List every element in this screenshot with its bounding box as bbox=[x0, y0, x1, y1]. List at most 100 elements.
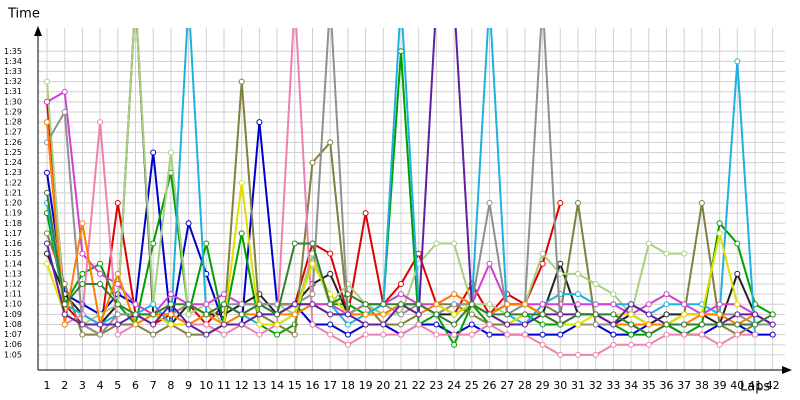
point bbox=[557, 200, 564, 207]
y-tick-label: 1:28 bbox=[4, 118, 22, 127]
point bbox=[97, 280, 104, 287]
point bbox=[734, 321, 741, 328]
point bbox=[716, 301, 723, 308]
point bbox=[133, 0, 138, 3]
point bbox=[327, 250, 334, 257]
point bbox=[575, 311, 581, 318]
point bbox=[362, 311, 369, 318]
point bbox=[132, 311, 139, 318]
point bbox=[380, 331, 387, 338]
point bbox=[698, 200, 705, 207]
point bbox=[327, 331, 334, 338]
x-tick-label: 25 bbox=[465, 379, 479, 392]
point bbox=[61, 321, 68, 328]
point bbox=[238, 179, 245, 186]
point bbox=[575, 291, 581, 298]
x-tick-label: 33 bbox=[606, 379, 620, 392]
point bbox=[256, 321, 263, 328]
point bbox=[185, 321, 192, 328]
point bbox=[557, 321, 564, 328]
point bbox=[203, 311, 210, 318]
point bbox=[734, 270, 741, 277]
y-arrow bbox=[34, 26, 42, 36]
point bbox=[681, 311, 688, 318]
point bbox=[451, 341, 458, 348]
point bbox=[380, 311, 387, 318]
x-tick-label: 16 bbox=[306, 379, 320, 392]
x-tick-label: 20 bbox=[376, 379, 390, 392]
y-tick-label: 1:23 bbox=[4, 168, 22, 177]
point bbox=[79, 321, 86, 328]
x-tick-label: 39 bbox=[713, 379, 727, 392]
point bbox=[185, 220, 192, 227]
point bbox=[291, 240, 298, 247]
point bbox=[79, 280, 86, 287]
y-tick-label: 1:17 bbox=[4, 229, 22, 238]
x-tick-label: 23 bbox=[429, 379, 443, 392]
point bbox=[752, 311, 758, 318]
x-tick-label: 6 bbox=[132, 379, 139, 392]
y-tick-label: 1:22 bbox=[4, 178, 22, 187]
point bbox=[291, 331, 298, 338]
x-tick-label: 3 bbox=[79, 379, 86, 392]
point bbox=[44, 189, 50, 196]
x-tick-label: 36 bbox=[660, 379, 674, 392]
point bbox=[539, 341, 546, 348]
x-tick-label: 24 bbox=[447, 379, 461, 392]
x-tick-label: 22 bbox=[412, 379, 426, 392]
point bbox=[433, 321, 440, 328]
point bbox=[539, 260, 546, 267]
point bbox=[716, 220, 723, 227]
point bbox=[238, 78, 245, 85]
point bbox=[592, 321, 599, 328]
point bbox=[486, 301, 493, 308]
point bbox=[486, 311, 493, 318]
y-tick-label: 1:35 bbox=[4, 47, 22, 56]
point bbox=[575, 321, 581, 328]
x-tick-label: 19 bbox=[359, 379, 373, 392]
point bbox=[185, 301, 192, 308]
point bbox=[734, 58, 741, 65]
point bbox=[592, 351, 599, 358]
point bbox=[487, 0, 492, 3]
point bbox=[97, 119, 104, 126]
point bbox=[344, 311, 351, 318]
x-tick-label: 17 bbox=[323, 379, 337, 392]
point bbox=[362, 331, 369, 338]
point bbox=[504, 301, 511, 308]
x-tick-label: 13 bbox=[252, 379, 266, 392]
point bbox=[328, 0, 333, 3]
point bbox=[610, 341, 617, 348]
point bbox=[504, 321, 511, 328]
point bbox=[238, 301, 245, 308]
point bbox=[114, 270, 121, 277]
point bbox=[327, 311, 334, 318]
point bbox=[150, 311, 157, 318]
point bbox=[150, 321, 157, 328]
point bbox=[186, 0, 191, 3]
point bbox=[539, 331, 546, 338]
point bbox=[734, 240, 741, 247]
point bbox=[344, 341, 351, 348]
point bbox=[79, 250, 86, 257]
point bbox=[256, 119, 263, 126]
x-axis-label: Laps bbox=[740, 380, 770, 395]
x-tick-label: 30 bbox=[553, 379, 567, 392]
point bbox=[44, 119, 50, 126]
point bbox=[486, 260, 493, 267]
x-tick-label: 7 bbox=[150, 379, 157, 392]
point bbox=[292, 0, 297, 3]
point bbox=[663, 331, 670, 338]
x-tick-label: 38 bbox=[695, 379, 709, 392]
point bbox=[769, 321, 776, 328]
point bbox=[716, 311, 723, 318]
point bbox=[291, 301, 298, 308]
point bbox=[167, 291, 174, 298]
point bbox=[557, 311, 564, 318]
point bbox=[203, 331, 210, 338]
point bbox=[610, 321, 617, 328]
point bbox=[716, 341, 723, 348]
y-tick-label: 1:16 bbox=[4, 239, 22, 248]
series-line bbox=[46, 90, 774, 326]
